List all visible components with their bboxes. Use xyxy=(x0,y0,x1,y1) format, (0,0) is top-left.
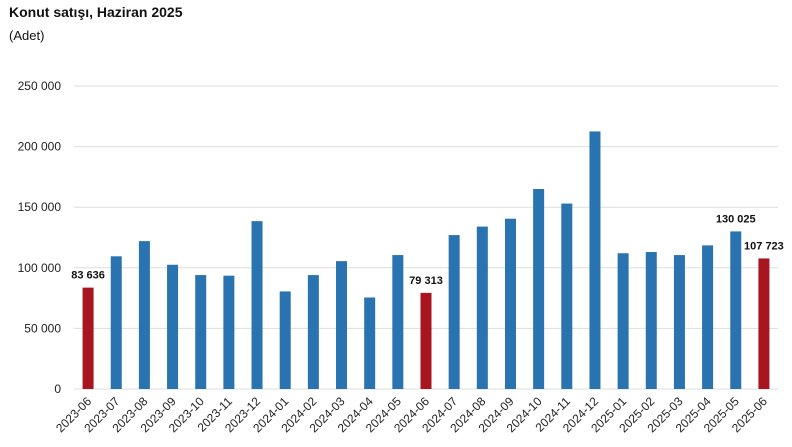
data-label: 130 025 xyxy=(716,213,756,225)
data-label: 79 313 xyxy=(409,275,443,287)
bar xyxy=(307,275,319,389)
y-tick-label: 100 000 xyxy=(18,261,62,275)
bar xyxy=(110,256,122,389)
bar xyxy=(392,255,404,389)
bar xyxy=(702,245,714,389)
y-tick-label: 250 000 xyxy=(18,79,62,93)
bars xyxy=(82,131,770,389)
bar xyxy=(195,275,207,389)
bar xyxy=(223,275,235,389)
bar xyxy=(476,226,488,389)
bar xyxy=(336,261,348,389)
y-tick-label: 0 xyxy=(54,382,61,396)
bar xyxy=(364,297,376,389)
bar xyxy=(167,264,179,389)
bar xyxy=(561,203,573,389)
bar xyxy=(251,221,263,389)
bar xyxy=(504,218,516,389)
bar xyxy=(448,235,460,389)
chart-subtitle: (Adet) xyxy=(9,28,45,43)
y-tick-label: 150 000 xyxy=(18,200,62,214)
bar xyxy=(673,255,685,389)
bar xyxy=(617,253,629,389)
bar xyxy=(138,241,150,389)
bar xyxy=(420,292,432,389)
x-axis-ticks: 2023-062023-072023-082023-092023-102023-… xyxy=(53,394,770,435)
bar xyxy=(589,131,601,389)
bar xyxy=(533,189,545,389)
bar xyxy=(279,291,291,389)
data-labels: 83 636 79 313 130 025 107 723 xyxy=(71,213,784,286)
bar xyxy=(645,252,657,389)
y-axis-ticks: 0 50 000 100 000 150 000 200 000 250 000 xyxy=(18,79,62,396)
bar xyxy=(730,231,742,389)
y-tick-label: 200 000 xyxy=(18,140,62,154)
bar xyxy=(82,287,94,389)
y-tick-label: 50 000 xyxy=(24,321,61,335)
chart-title: Konut satışı, Haziran 2025 xyxy=(9,4,183,20)
data-label: 107 723 xyxy=(744,240,784,252)
bar xyxy=(758,258,770,389)
data-label: 83 636 xyxy=(71,270,105,282)
